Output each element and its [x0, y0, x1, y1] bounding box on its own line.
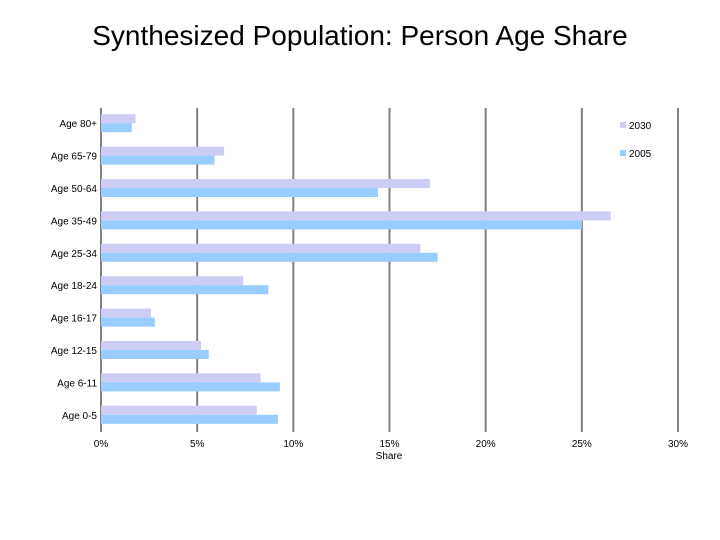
bar-2030 — [101, 146, 225, 156]
category-label: Age 50-64 — [51, 184, 98, 195]
legend-swatch — [620, 122, 626, 128]
category-label: Age 80+ — [59, 119, 97, 130]
legend-swatch — [620, 150, 626, 156]
bar-2005 — [101, 382, 280, 392]
category-label: Age 25-34 — [51, 249, 98, 260]
legend-label: 2030 — [629, 121, 652, 132]
x-axis-label: Share — [376, 451, 403, 462]
x-tick-label: 5% — [190, 439, 205, 450]
x-tick-labels: 0% 5% 10% 15% 20% 25% 30% — [94, 439, 688, 450]
category-labels: Age 80+ Age 65-79 Age 50-64 Age 35-49 Age 25… — [51, 119, 98, 422]
category-label: Age 65-79 — [51, 152, 98, 163]
bar-2005 — [101, 220, 582, 230]
bar-2030 — [101, 179, 430, 188]
category-label: Age 12-15 — [51, 346, 98, 357]
bar-2030 — [101, 405, 257, 415]
bar-2005 — [101, 188, 378, 197]
bar-2030 — [101, 308, 152, 318]
bar-2030 — [101, 341, 202, 350]
category-label: Age 35-49 — [51, 216, 98, 227]
bars — [101, 114, 611, 424]
x-tick-label: 10% — [283, 439, 303, 450]
x-tick-label: 20% — [476, 439, 496, 450]
bar-2030 — [101, 211, 611, 221]
bar-2030 — [101, 114, 136, 124]
bar-2005 — [101, 155, 215, 165]
x-tick-label: 25% — [572, 439, 592, 450]
category-label: Age 0-5 — [62, 411, 97, 422]
bar-2030 — [101, 276, 244, 286]
bar-2030 — [101, 373, 261, 383]
legend-label: 2005 — [629, 149, 652, 160]
category-label: Age 6-11 — [57, 378, 97, 389]
bar-2030 — [101, 243, 421, 253]
x-tick-label: 15% — [379, 439, 399, 450]
category-label: Age 18-24 — [51, 281, 98, 292]
bar-2005 — [101, 285, 269, 295]
category-label: Age 16-17 — [51, 314, 98, 325]
bar-2005 — [101, 252, 438, 262]
x-tick-label: 0% — [94, 439, 109, 450]
bar-2005 — [101, 414, 278, 424]
bar-2005 — [101, 317, 155, 327]
bar-2005 — [101, 350, 209, 359]
x-tick-label: 30% — [668, 439, 688, 450]
bar-2005 — [101, 123, 132, 133]
legend: 2030 2005 — [620, 121, 652, 160]
chart-title: Synthesized Population: Person Age Share — [92, 20, 628, 51]
